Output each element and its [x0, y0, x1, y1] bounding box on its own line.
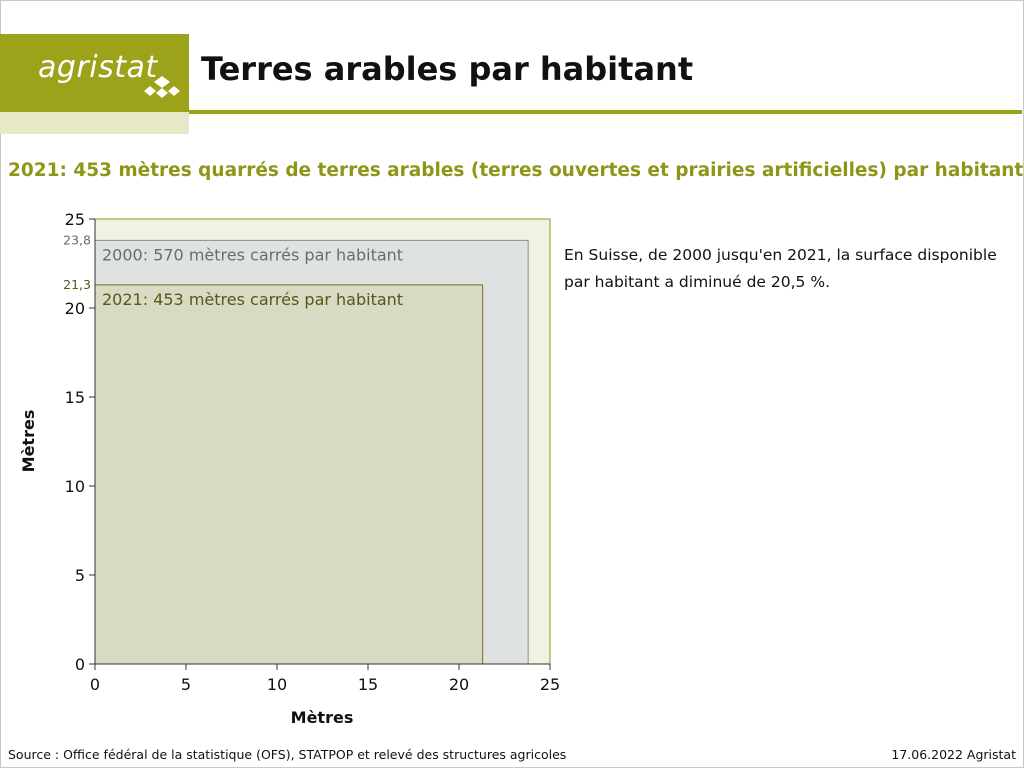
- agristat-logo: [0, 34, 189, 112]
- logo-text: agristat: [38, 50, 158, 85]
- chart-subtitle: 2021: 453 mètres quarrés de terres arabl…: [8, 160, 1024, 181]
- y-tick-label: 25: [65, 210, 85, 229]
- y-tick-label: 15: [65, 388, 85, 407]
- logo-diamond-icon: [144, 76, 180, 98]
- x-tick-label: 10: [267, 675, 287, 694]
- info-text: En Suisse, de 2000 jusqu'en 2021, la sur…: [564, 246, 997, 291]
- side-value-label-2000: 23,8: [63, 232, 91, 247]
- area-label-2021: 2021: 453 mètres carrés par habitant: [102, 290, 403, 309]
- area-chart: 2000: 570 mètres carrés par habitant 23,8…: [19, 210, 560, 727]
- y-axis-title: Mètres: [19, 410, 38, 473]
- page-title: Terres arables par habitant: [201, 50, 694, 88]
- area-label-2000: 2000: 570 mètres carrés par habitant: [102, 245, 403, 264]
- area-2021: [94, 284, 484, 665]
- x-tick-label: 15: [358, 675, 378, 694]
- date-footer: 17.06.2022 Agristat: [891, 747, 1016, 762]
- x-axis-title: Mètres: [291, 708, 354, 727]
- x-tick-label: 25: [540, 675, 560, 694]
- x-tick-label: 20: [449, 675, 469, 694]
- logo-underline-band: [0, 112, 189, 134]
- x-tick-label: 0: [90, 675, 100, 694]
- y-tick-label: 5: [75, 566, 85, 585]
- y-tick-label: 20: [65, 299, 85, 318]
- side-value-label-2021: 21,3: [63, 277, 91, 292]
- title-divider: [189, 110, 1022, 114]
- y-tick-label: 0: [75, 655, 85, 674]
- source-footer: Source : Office fédéral de la statistiqu…: [8, 747, 567, 762]
- y-tick-label: 10: [65, 477, 85, 496]
- x-tick-label: 5: [181, 675, 191, 694]
